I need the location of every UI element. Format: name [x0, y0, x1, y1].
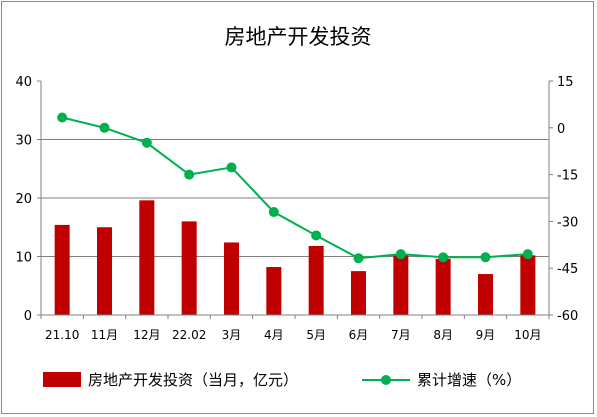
x-tick-label: 12月 — [133, 328, 160, 342]
line-point — [268, 207, 279, 218]
grid — [41, 139, 549, 257]
legend-bar-swatch — [43, 372, 81, 387]
y-right-tick-label: -30 — [557, 215, 578, 230]
x-tick-label: 3月 — [222, 328, 242, 342]
line-series — [57, 112, 533, 264]
x-tick-label: 8月 — [433, 328, 453, 342]
line-point — [141, 137, 152, 148]
y-right-tick-label: -45 — [557, 262, 578, 277]
line-point — [57, 112, 68, 123]
bar — [308, 245, 324, 315]
y-right-tick-label: -60 — [557, 309, 578, 324]
legend: 房地产开发投资（当月，亿元） 累计增速（%） — [43, 371, 521, 389]
x-tick-label: 10月 — [514, 328, 541, 342]
x-tick-label: 5月 — [306, 328, 326, 342]
x-tick-label: 4月 — [264, 328, 284, 342]
y-right-tick-label: 15 — [557, 75, 574, 90]
bar — [478, 274, 493, 315]
y-left-tick-label: 30 — [15, 134, 32, 149]
line-point — [480, 252, 491, 263]
axes: 0 10 20 30 40 15 0 -15 -30 -45 -60 21.10 11月 12月 22.02… — [15, 75, 578, 342]
line-point — [311, 230, 322, 241]
x-tick-label: 22.02 — [172, 328, 206, 342]
line-point — [99, 122, 110, 133]
bar — [266, 267, 282, 315]
bar — [435, 258, 451, 315]
x-tick-label: 9月 — [476, 328, 496, 342]
y-right-tick-label: 0 — [557, 122, 565, 137]
x-tick-label: 6月 — [349, 328, 369, 342]
bar — [351, 271, 366, 315]
legend-line-label: 累计增速（%） — [417, 371, 521, 389]
bar — [181, 221, 197, 315]
line-point — [353, 253, 364, 264]
bar-series — [54, 200, 536, 315]
line-point — [226, 162, 237, 173]
y-left-tick-label: 40 — [15, 75, 32, 90]
line-point — [184, 169, 195, 180]
y-left-tick-label: 20 — [15, 192, 32, 207]
bar — [139, 200, 155, 315]
bar — [54, 224, 70, 315]
y-left-tick-label: 0 — [24, 309, 32, 324]
line-point — [395, 249, 406, 260]
x-tick-label: 7月 — [391, 328, 411, 342]
y-left-tick-label: 10 — [15, 251, 32, 266]
line-point — [522, 249, 533, 260]
series-line — [61, 116, 528, 260]
bar — [393, 255, 409, 315]
y-right-tick-label: -15 — [557, 169, 578, 184]
x-tick-label: 11月 — [91, 328, 118, 342]
x-tick-label: 21.10 — [45, 328, 79, 342]
chart-title: 房地产开发投资 — [225, 25, 372, 49]
legend-bar-label: 房地产开发投资（当月，亿元） — [88, 371, 298, 389]
line-point — [438, 252, 449, 263]
legend-line-marker — [381, 375, 391, 385]
bar — [97, 227, 112, 315]
bar — [520, 255, 536, 315]
bar — [224, 242, 239, 315]
